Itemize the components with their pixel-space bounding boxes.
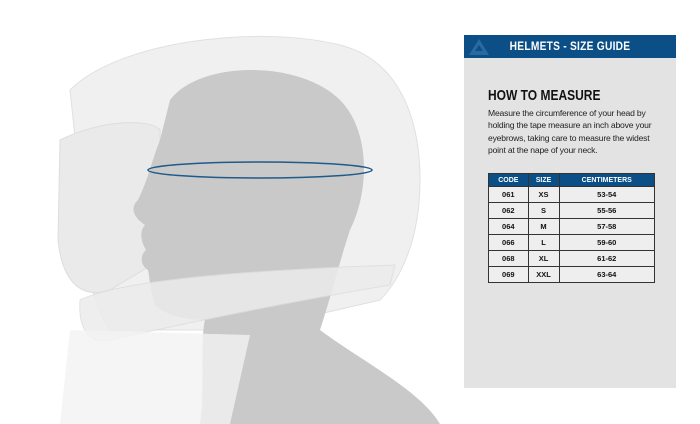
panel-header: HELMETS - SIZE GUIDE <box>464 35 676 58</box>
cell-size: XS <box>527 186 560 203</box>
measuring-tape <box>147 161 373 179</box>
cell-code: 064 <box>488 218 529 235</box>
panel-title: HELMETS - SIZE GUIDE <box>509 39 631 53</box>
cell-cm: 57-58 <box>558 218 655 235</box>
section-title: HOW TO MEASURE <box>488 87 601 104</box>
table-row: 062 S 55-56 <box>488 202 655 219</box>
table-header-row: CODE SIZE CENTIMETERS <box>488 173 655 187</box>
cell-size: L <box>527 234 560 251</box>
cell-cm: 63-64 <box>558 266 655 283</box>
cell-size: S <box>527 202 560 219</box>
cell-size: XL <box>527 250 560 267</box>
cell-cm: 53-54 <box>558 186 655 203</box>
table-row: 064 M 57-58 <box>488 218 655 235</box>
column-header-centimeters: CENTIMETERS <box>558 173 655 187</box>
cell-code: 069 <box>488 266 529 283</box>
cell-size: M <box>527 218 560 235</box>
cell-code: 068 <box>488 250 529 267</box>
column-header-code: CODE <box>488 173 529 187</box>
cell-code: 066 <box>488 234 529 251</box>
cell-code: 062 <box>488 202 529 219</box>
table-row: 061 XS 53-54 <box>488 186 655 203</box>
table-row: 068 XL 61-62 <box>488 250 655 267</box>
cell-cm: 61-62 <box>558 250 655 267</box>
column-header-size: SIZE <box>527 173 560 187</box>
size-table: CODE SIZE CENTIMETERS 061 XS 53-54 062 S 55-… <box>488 173 655 283</box>
cell-cm: 59-60 <box>558 234 655 251</box>
brand-logo-icon <box>469 39 489 55</box>
size-guide-panel: HELMETS - SIZE GUIDE HOW TO MEASURE Meas… <box>464 35 676 388</box>
table-row: 069 XXL 63-64 <box>488 266 655 283</box>
cell-cm: 55-56 <box>558 202 655 219</box>
helmet-head-illustration <box>57 35 440 424</box>
helmet-lower <box>60 330 250 424</box>
cell-size: XXL <box>527 266 560 283</box>
cell-code: 061 <box>488 186 529 203</box>
table-row: 066 L 59-60 <box>488 234 655 251</box>
section-description: Measure the circumference of your head b… <box>488 108 652 156</box>
